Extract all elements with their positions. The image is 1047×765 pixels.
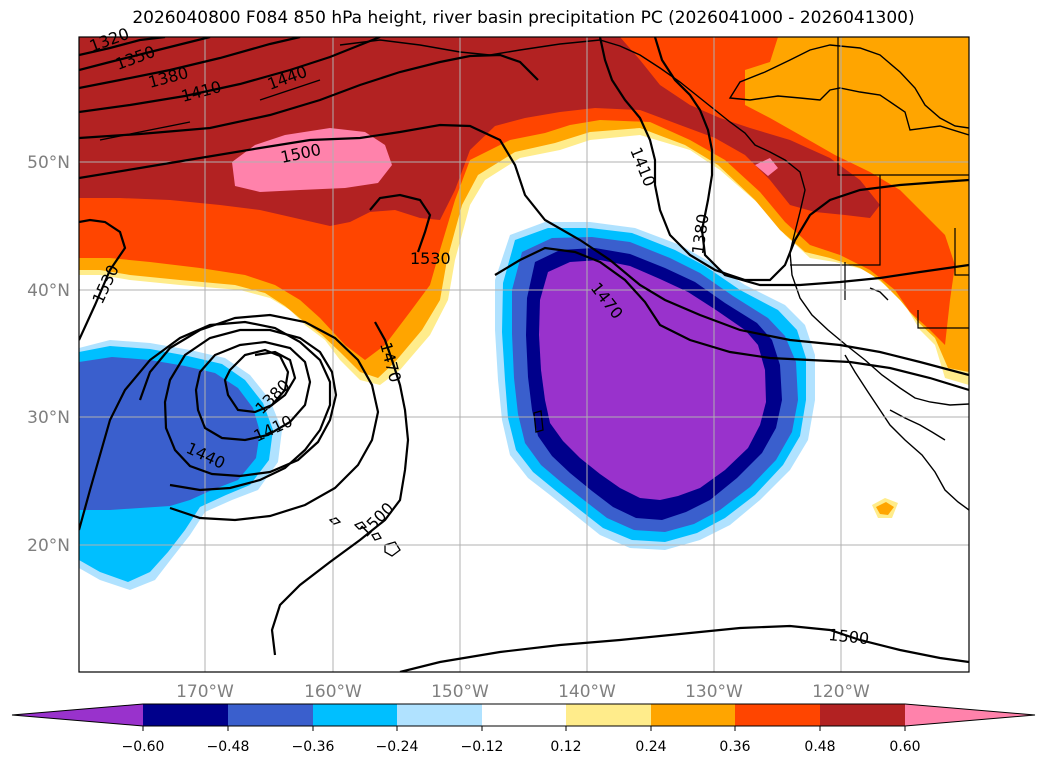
colorbar-tick-label: −0.36 — [292, 739, 335, 755]
lon-label: 140°W — [558, 682, 616, 702]
colorbar-tick-marks — [142, 726, 906, 731]
lon-label: 130°W — [685, 682, 743, 702]
lat-label: 30°N — [27, 408, 70, 428]
colorbar-tick-label: 0.48 — [804, 739, 835, 755]
map-frame — [78, 36, 970, 673]
colorbar-segment — [735, 704, 820, 726]
lat-label: 50°N — [27, 153, 70, 173]
colorbar: −0.60 −0.48 −0.36 −0.24 −0.12 0.12 0.24 … — [11, 703, 1036, 755]
colorbar-tick-label: −0.24 — [376, 739, 419, 755]
contour-label: 1500 — [828, 625, 870, 648]
gridlines — [79, 37, 969, 672]
map-plot-area — [79, 37, 969, 672]
colorbar-segment — [651, 704, 735, 726]
positive-anomaly-shading — [79, 37, 969, 518]
colorbar-tick-label: 0.60 — [889, 739, 920, 755]
lon-label: 160°W — [304, 682, 362, 702]
height-contours — [79, 37, 969, 672]
colorbar-tick-label: −0.48 — [207, 739, 250, 755]
colorbar-segment — [313, 704, 397, 726]
colorbar-segment — [12, 704, 143, 726]
colorbar-segment — [820, 704, 905, 726]
lon-label: 150°W — [431, 682, 489, 702]
colorbar-segment — [905, 704, 1035, 726]
negative-anomaly-shading-central — [495, 222, 815, 550]
colorbar-tick-label: −0.60 — [122, 739, 165, 755]
colorbar-segment — [482, 704, 566, 726]
coastlines — [99, 39, 969, 511]
lon-label: 170°W — [176, 682, 234, 702]
colorbar-segment — [228, 704, 313, 726]
lat-label: 20°N — [27, 536, 70, 556]
hawaiian-islands — [328, 410, 544, 557]
lat-label: 40°N — [27, 281, 70, 301]
longitude-labels: 170°W 160°W 150°W 140°W 130°W 120°W — [176, 682, 870, 702]
colorbar-segment — [566, 704, 651, 726]
contour-label: 1530 — [410, 249, 451, 268]
lon-label: 120°W — [812, 682, 870, 702]
colorbar-tick-label: 0.36 — [719, 739, 750, 755]
colorbar-tick-label: 0.12 — [550, 739, 581, 755]
negative-anomaly-shading-west — [79, 340, 282, 590]
colorbar-tick-label: −0.12 — [461, 739, 504, 755]
colorbar-segment — [397, 704, 482, 726]
political-boundaries — [790, 37, 969, 329]
map-title: 2026040800 F084 850 hPa height, river ba… — [132, 8, 915, 28]
latitude-labels: 50°N 40°N 30°N 20°N — [27, 153, 70, 556]
colorbar-tick-label: 0.24 — [635, 739, 666, 755]
colorbar-segment — [143, 704, 228, 726]
